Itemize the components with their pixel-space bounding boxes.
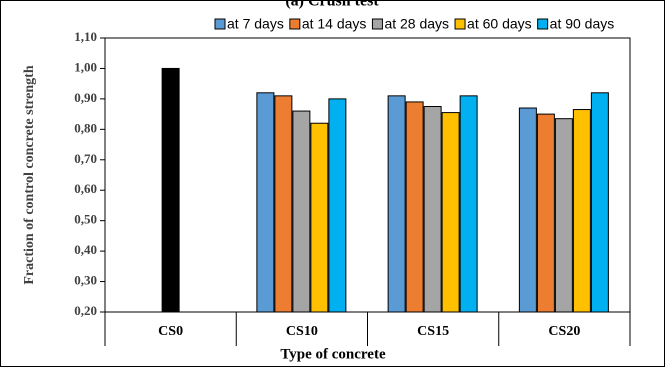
bar	[536, 113, 555, 313]
y-axis-label: Fraction of control concrete strength	[22, 65, 37, 284]
bar	[441, 112, 460, 313]
y-tick-label: 0,40	[74, 242, 97, 257]
bar	[328, 98, 347, 313]
x-tick-label: CS10	[286, 324, 318, 339]
y-tick-label: 0,70	[74, 151, 97, 166]
y-tick-label: 1,00	[74, 59, 97, 74]
legend-label: at 28 days	[384, 16, 449, 32]
legend-label: at 60 days	[467, 16, 532, 32]
bar	[274, 95, 293, 313]
bar	[572, 109, 591, 313]
bar	[518, 107, 537, 313]
bar	[310, 122, 329, 313]
legend-label: at 7 days	[227, 16, 284, 32]
bar	[459, 95, 478, 313]
legend-swatch	[537, 18, 549, 30]
bar	[161, 67, 180, 313]
bar	[292, 110, 311, 313]
x-tick-label: CS20	[548, 324, 580, 339]
bar	[256, 92, 275, 313]
bar	[423, 106, 442, 313]
x-axis-label: Type of concrete	[280, 346, 386, 362]
y-tick-label: 1,10	[74, 29, 97, 44]
y-tick-label: 0,30	[74, 273, 97, 288]
y-tick-label: 0,20	[74, 303, 97, 318]
bar	[405, 101, 424, 313]
legend-label: at 90 days	[550, 16, 615, 32]
legend-swatch	[214, 18, 226, 30]
y-tick-label: 0,90	[74, 90, 97, 105]
legend-label: at 14 days	[302, 16, 367, 32]
x-tick-label: CS0	[158, 324, 183, 339]
y-tick-label: 0,50	[74, 212, 97, 227]
bar	[554, 118, 573, 313]
legend-swatch	[371, 18, 383, 30]
x-tick-label: CS15	[417, 324, 449, 339]
bar	[590, 92, 609, 313]
y-tick-label: 0,80	[74, 120, 97, 135]
chart-title: (a) Crush test	[285, 0, 379, 10]
bar	[387, 95, 406, 313]
legend-swatch	[289, 18, 301, 30]
y-tick-label: 0,60	[74, 181, 97, 196]
legend-swatch	[454, 18, 466, 30]
